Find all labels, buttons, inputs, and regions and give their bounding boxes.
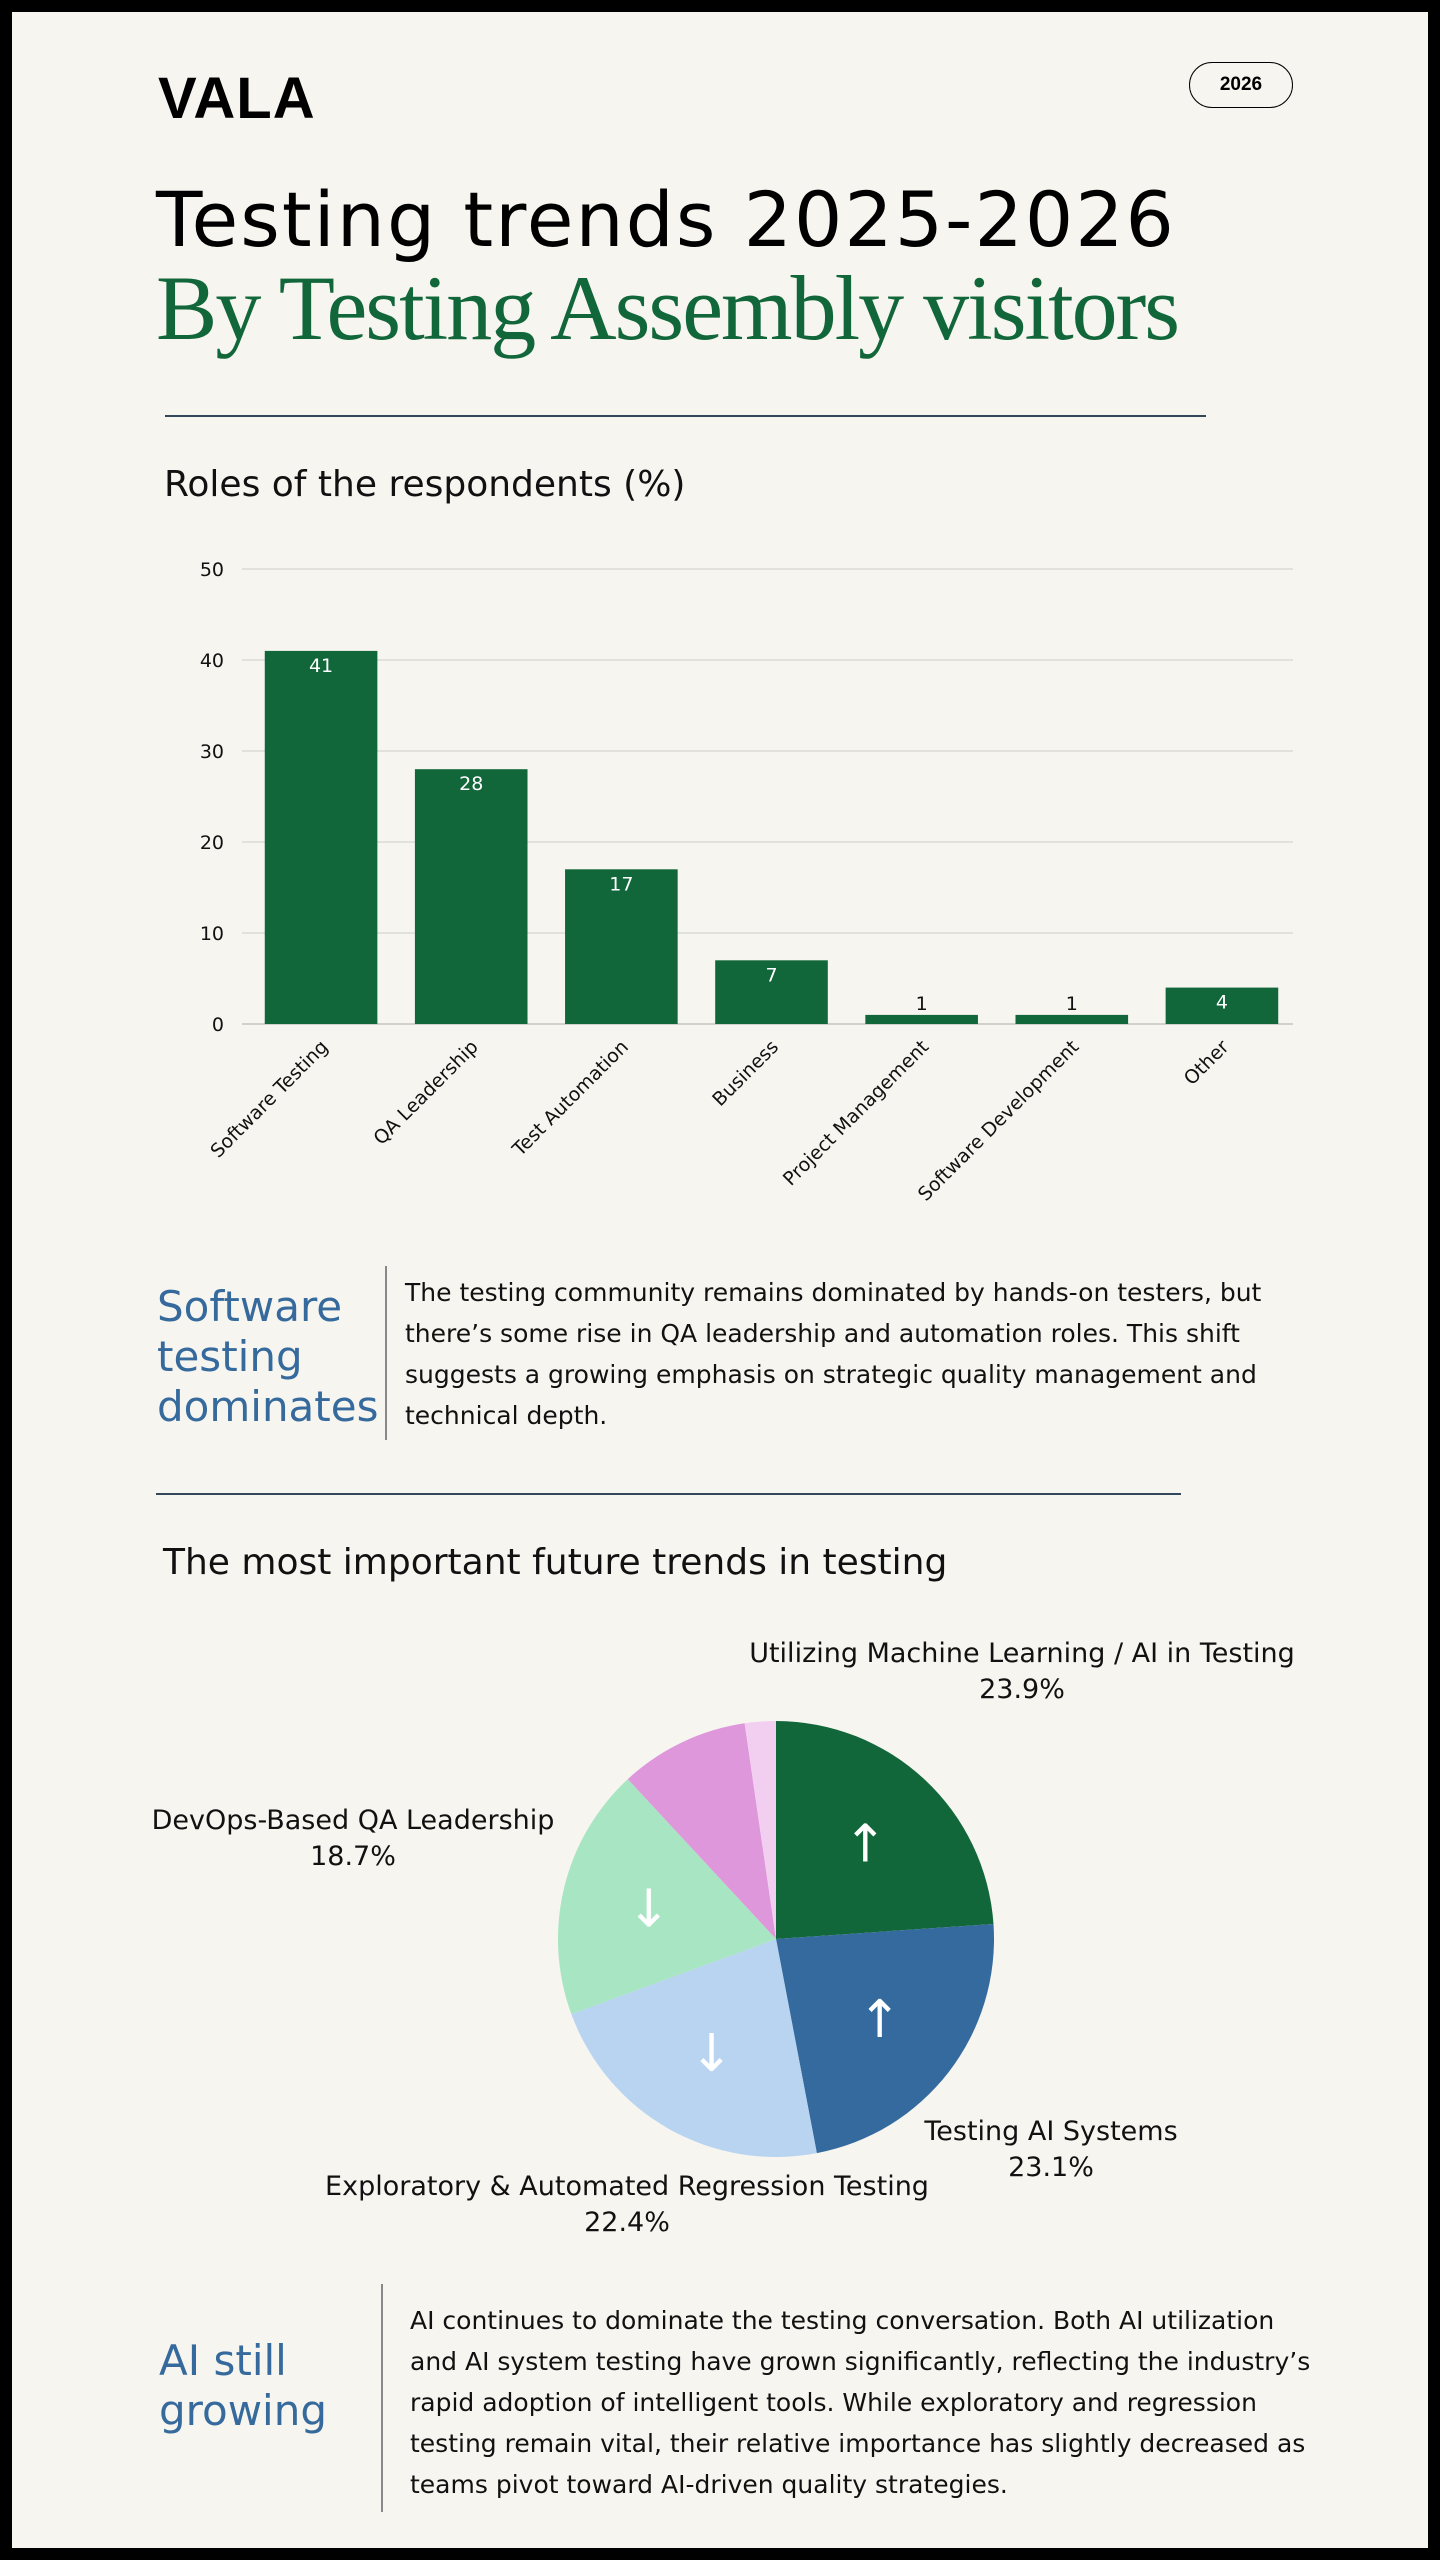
bar: [715, 960, 828, 1024]
bar-data-label: 4: [1216, 992, 1228, 1014]
pie-slice: [776, 1923, 994, 2154]
pie-label-value: 18.7%: [310, 1841, 396, 1872]
pie-label-testing-ai-systems: Testing AI Systems 23.1%: [924, 2114, 1177, 2186]
callout-body-trends: AI continues to dominate the testing con…: [410, 2306, 1311, 2499]
bar-data-label: 1: [916, 993, 928, 1015]
y-tick-label: 20: [200, 832, 224, 854]
pie-slice: [627, 1723, 776, 1939]
callout-heading-ai-growing: AI still growing: [159, 2336, 327, 2436]
callout-divider: [381, 2284, 383, 2512]
pie-label-value: 23.1%: [1008, 2152, 1094, 2183]
pie-label-exploratory-regression: Exploratory & Automated Regression Testi…: [325, 2169, 929, 2241]
bar: [264, 650, 378, 1024]
pie-label-value: 23.9%: [979, 1674, 1065, 1705]
callout-heading-line: growing: [159, 2386, 327, 2435]
callout-heading-line: Software: [157, 1282, 343, 1331]
trend-up-arrow-icon: ↑: [858, 1990, 902, 2050]
callout-heading-software-testing: Software testing dominates: [157, 1282, 378, 1432]
bar: [565, 869, 678, 1024]
callout-heading-line: dominates: [157, 1382, 379, 1431]
pie-slice: [776, 1721, 994, 1939]
pie-label-ml-ai: Utilizing Machine Learning / AI in Testi…: [749, 1636, 1295, 1708]
bar-chart-title: Roles of the respondents (%): [164, 464, 686, 505]
pie-label-name: Utilizing Machine Learning / AI in Testi…: [749, 1638, 1295, 1669]
divider-middle: [156, 1493, 1181, 1495]
callout-heading-line: testing: [157, 1332, 303, 1381]
pie-chart: ↑ ↑ ↓ ↓: [558, 1721, 994, 2157]
callout-divider: [385, 1266, 387, 1440]
pie-label-value: 22.4%: [584, 2207, 670, 2238]
infographic-page: VALA 2026 Testing trends 2025-2026 By Te…: [12, 12, 1428, 2548]
y-tick-label: 0: [212, 1014, 224, 1036]
trend-down-arrow-icon: ↓: [690, 2024, 734, 2084]
bar-data-label: 17: [609, 873, 633, 895]
bar-data-label: 28: [459, 773, 483, 795]
y-tick-label: 30: [200, 741, 224, 763]
callout-body-roles: The testing community remains dominated …: [405, 1278, 1262, 1430]
bar: [865, 1014, 978, 1024]
pie-slice: [571, 1939, 817, 2157]
bar-data-label: 41: [309, 655, 333, 677]
pie-slice: [558, 1779, 776, 2015]
bar-data-label: 7: [765, 964, 777, 986]
pie-label-name: Exploratory & Automated Regression Testi…: [325, 2171, 929, 2202]
callout-heading-line: AI still: [159, 2336, 287, 2385]
divider-top: [165, 415, 1206, 417]
pie-chart-title: The most important future trends in test…: [163, 1542, 948, 1583]
trend-down-arrow-icon: ↓: [627, 1879, 671, 1939]
pie-slice: [744, 1721, 776, 1939]
pie-label-devops-qa: DevOps-Based QA Leadership 18.7%: [152, 1803, 555, 1875]
page-title: Testing trends 2025-2026: [156, 175, 1176, 264]
year-badge: 2026: [1189, 62, 1293, 108]
bar: [414, 769, 528, 1024]
y-tick-label: 40: [200, 650, 224, 672]
bar-data-label: 1: [1066, 993, 1078, 1015]
page-subtitle: By Testing Assembly visitors: [156, 257, 1180, 359]
y-tick-label: 50: [200, 559, 224, 581]
bar: [1165, 987, 1279, 1024]
bar: [1015, 1014, 1129, 1024]
vala-logo: VALA: [158, 66, 316, 131]
pie-label-name: DevOps-Based QA Leadership: [151, 1805, 555, 1836]
pie-label-name: Testing AI Systems: [924, 2116, 1178, 2147]
trend-up-arrow-icon: ↑: [843, 1814, 887, 1874]
y-tick-label: 10: [200, 923, 224, 945]
